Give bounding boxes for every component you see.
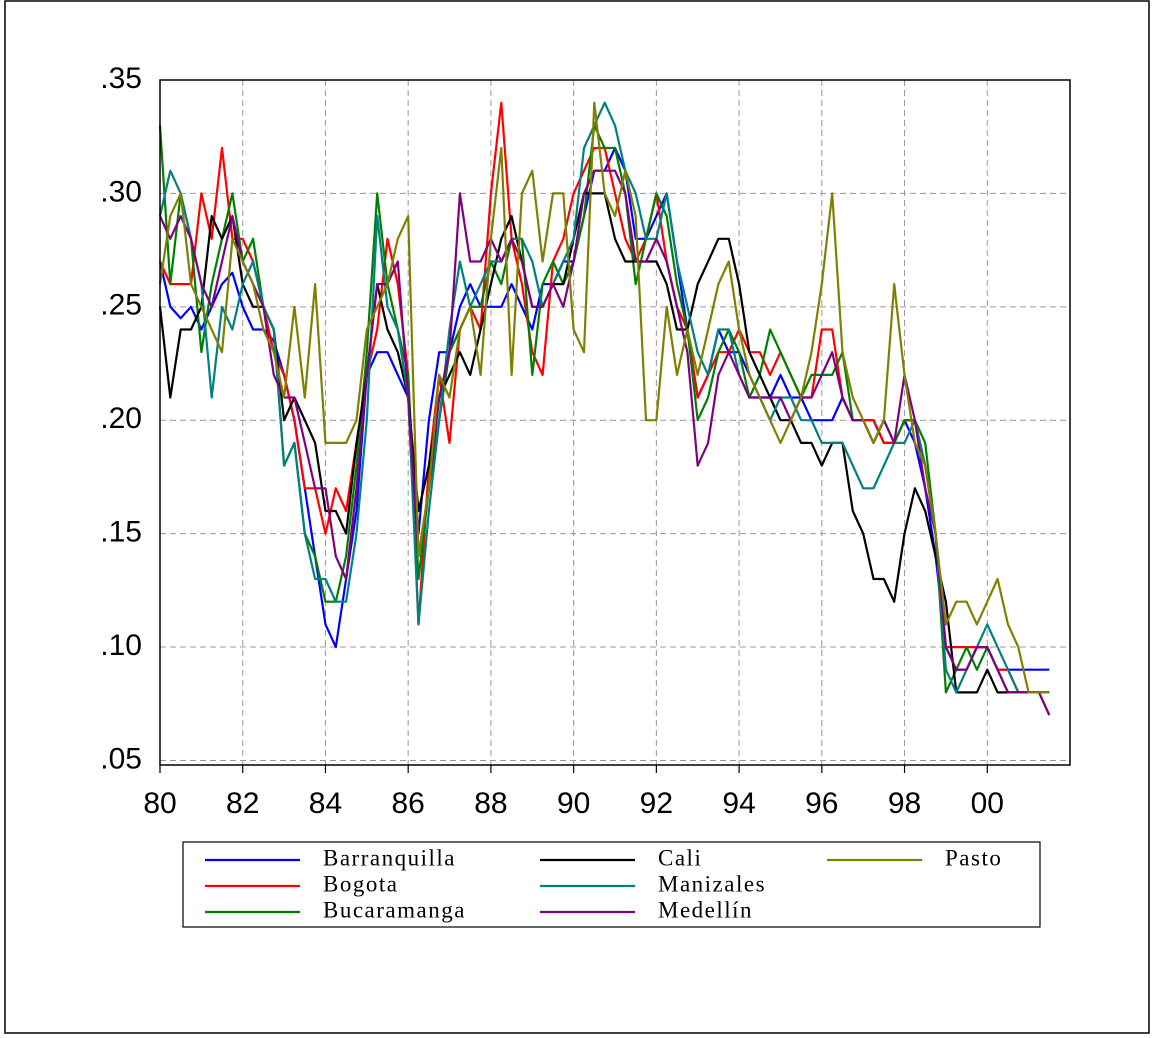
legend-label: Bucaramanga [323,897,466,922]
y-tick-label: .35 [100,62,142,95]
x-tick-label: 86 [391,787,424,820]
series-line [158,169,1051,716]
legend-label: Bogota [323,871,398,896]
x-tick-label: 92 [640,787,673,820]
outer-frame [4,0,1150,1034]
x-tick-label: 90 [557,787,590,820]
legend-label: Medellín [658,897,753,922]
x-tick-label: 98 [888,787,921,820]
y-tick-label: .15 [100,516,142,549]
x-tick-label: 80 [143,787,176,820]
x-tick-label: 84 [309,787,342,820]
x-tick-label: 00 [971,787,1004,820]
y-tick-label: .10 [100,629,142,662]
series-line [158,101,1050,694]
series-line [158,146,1050,671]
legend-label: Pasto [945,845,1002,870]
y-tick-label: .25 [100,289,142,322]
x-tick-label: 88 [474,787,507,820]
legend-label: Barranquilla [323,845,456,870]
y-tick-label: .30 [100,175,142,208]
x-tick-label: 94 [722,787,755,820]
legend-box [182,841,1041,928]
series-line [158,124,1050,694]
series-line [158,101,1050,694]
y-tick-label: .20 [100,402,142,435]
x-tick-label: 96 [805,787,838,820]
legend-label: Manizales [658,871,766,896]
legend-label: Cali [658,845,702,870]
x-tick-label: 82 [226,787,259,820]
plot-frame [159,79,1071,766]
y-tick-label: .05 [100,742,142,775]
